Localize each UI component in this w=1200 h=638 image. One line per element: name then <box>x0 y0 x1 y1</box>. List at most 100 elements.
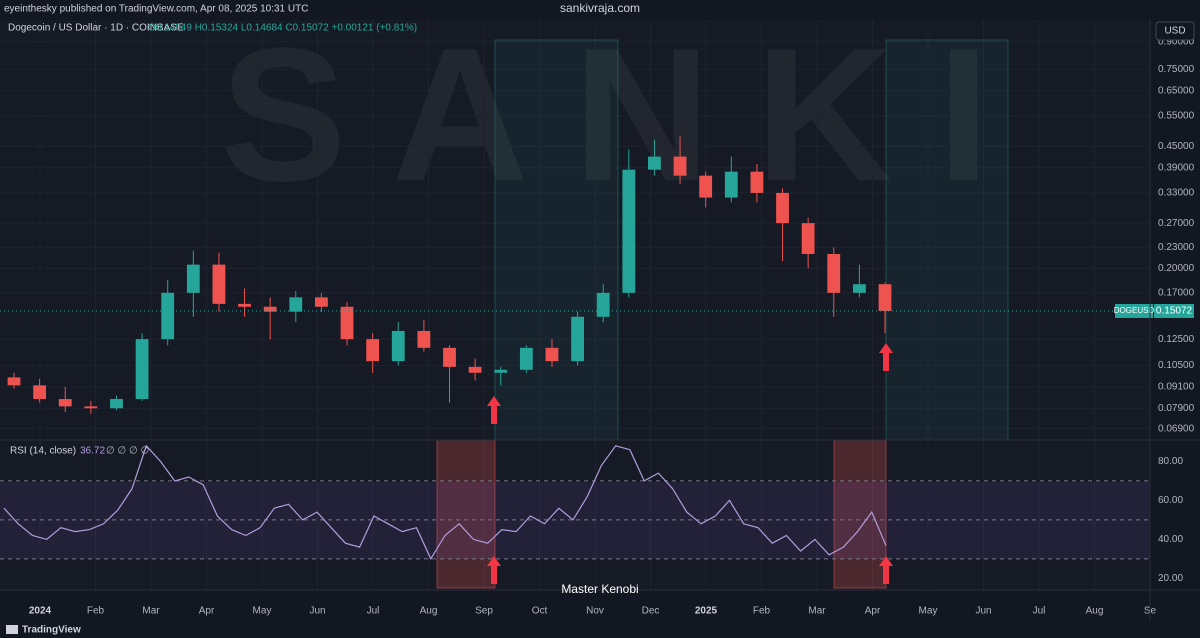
candle-body <box>776 192 789 224</box>
x-tick-label: Feb <box>87 606 105 617</box>
rsi-value: 36.72 <box>80 446 105 457</box>
rsi-tick-label: 20.00 <box>1158 573 1183 584</box>
y-tick-label: 0.23000 <box>1158 242 1195 253</box>
highlight-box <box>494 39 619 441</box>
y-tick-label: 0.20000 <box>1158 263 1195 274</box>
candle-body <box>673 156 687 176</box>
candle-body <box>519 347 533 370</box>
candle-body <box>724 171 738 198</box>
x-tick-label: Jun <box>975 606 991 617</box>
x-tick-label: 2024 <box>29 606 52 617</box>
arrow <box>487 396 501 424</box>
x-tick-label: Mar <box>808 606 826 617</box>
y-tick-label: 0.55000 <box>1158 111 1195 122</box>
candle-body <box>648 156 661 170</box>
arrow <box>487 556 501 584</box>
arrow <box>879 343 893 371</box>
ohlc: O0.14949 H0.15324 L0.14684 C0.15072 +0.0… <box>148 23 417 34</box>
price-tag <box>1154 303 1194 318</box>
candle-body <box>366 339 380 362</box>
x-tick-label: Aug <box>1086 606 1104 617</box>
rsi-extra: ∅ ∅ ∅ ∅ <box>106 446 149 457</box>
candle-body <box>212 264 226 304</box>
rsi-tick-label: 60.00 <box>1158 495 1183 506</box>
y-tick-label: 0.06900 <box>1158 423 1195 434</box>
footer-bar <box>0 620 1200 638</box>
candle-body <box>315 297 328 307</box>
x-tick-label: Apr <box>199 606 215 617</box>
candle-body <box>161 292 175 340</box>
candle-body <box>545 347 559 362</box>
currency[interactable]: USD <box>1164 26 1185 37</box>
x-tick-label: Jul <box>367 606 380 617</box>
x-tick-label: 2025 <box>695 606 718 617</box>
x-tick-label: Dec <box>642 606 660 617</box>
x-tick-label: Feb <box>753 606 771 617</box>
x-tick-label: Oct <box>532 606 548 617</box>
symbol-tag <box>1115 303 1153 318</box>
highlight-box <box>885 39 1009 441</box>
candle-body <box>468 366 482 373</box>
candle-body <box>391 330 405 362</box>
candle-body <box>827 253 841 293</box>
candle-body <box>622 169 636 293</box>
y-tick-label: 0.65000 <box>1158 85 1195 96</box>
candle-body <box>186 264 200 293</box>
candle-body <box>443 347 456 367</box>
rsi-title: RSI (14, close) <box>10 446 76 457</box>
arrows <box>487 343 893 584</box>
candle-body <box>852 284 866 293</box>
rsi-line <box>3 444 887 561</box>
candle-body <box>878 284 892 311</box>
annotation: Master Kenobi <box>561 582 638 596</box>
candle-body <box>340 306 354 340</box>
x-tick-label: Sep <box>475 606 493 617</box>
currency-box[interactable] <box>1155 21 1195 41</box>
front-layer: 2024 Feb Mar Apr May Jun Jul Aug Sep Oct Nov Dec 202… <box>0 36 1195 617</box>
candle-body <box>801 223 815 254</box>
x-tick-label: Aug <box>420 606 438 617</box>
site: sankivraja.com <box>560 1 640 15</box>
price-tag-label: 0.15072 <box>1156 306 1193 317</box>
x-tick-label: May <box>253 606 272 617</box>
y-tick-label: 0.33000 <box>1158 188 1195 199</box>
candle-body <box>494 369 508 373</box>
candle-body <box>263 306 277 312</box>
candle-body <box>596 292 610 317</box>
x-tick-label: Mar <box>142 606 160 617</box>
candle-body <box>289 297 303 312</box>
y-tick-label: 0.45000 <box>1158 141 1195 152</box>
candle-body <box>7 377 21 386</box>
x-tick-label: Jun <box>309 606 325 617</box>
y-tick-label: 0.39000 <box>1158 162 1195 173</box>
rsi-highlight <box>436 439 496 589</box>
publisher: eyeinthesky published on TradingView.com… <box>4 4 308 15</box>
plot-background <box>0 20 1150 590</box>
candle-body <box>571 316 584 362</box>
rsi-tick-label: 80.00 <box>1158 456 1183 467</box>
footer: TradingView <box>22 625 81 636</box>
candle-body <box>135 339 149 400</box>
x-tick-label: Apr <box>865 606 881 617</box>
candle-body <box>699 175 713 198</box>
y-tick-label: 0.12500 <box>1158 334 1195 345</box>
y-tick-label: 0.10500 <box>1158 360 1195 371</box>
y-tick-label: 0.17000 <box>1158 287 1195 298</box>
candle-body <box>58 399 72 407</box>
symbol-tag-label: DOGEUSD <box>1114 306 1155 315</box>
y-tick-label: 0.09100 <box>1158 382 1195 393</box>
y-tick-label: 0.27000 <box>1158 218 1195 229</box>
x-tick-label: May <box>919 606 938 617</box>
x-tick-label: Nov <box>586 606 604 617</box>
y-tick-label: 0.90000 <box>1158 36 1195 47</box>
x-tick-label: Jul <box>1033 606 1046 617</box>
rsi-band <box>0 482 1150 559</box>
candle-body <box>33 385 47 400</box>
candle-body <box>110 399 123 409</box>
rsi-tick-label: 40.00 <box>1158 534 1183 545</box>
y-tick-label: 0.75000 <box>1158 64 1195 75</box>
symbol-title: Dogecoin / US Dollar · 1D · COINBASE <box>8 23 184 34</box>
candle-body <box>84 406 98 409</box>
